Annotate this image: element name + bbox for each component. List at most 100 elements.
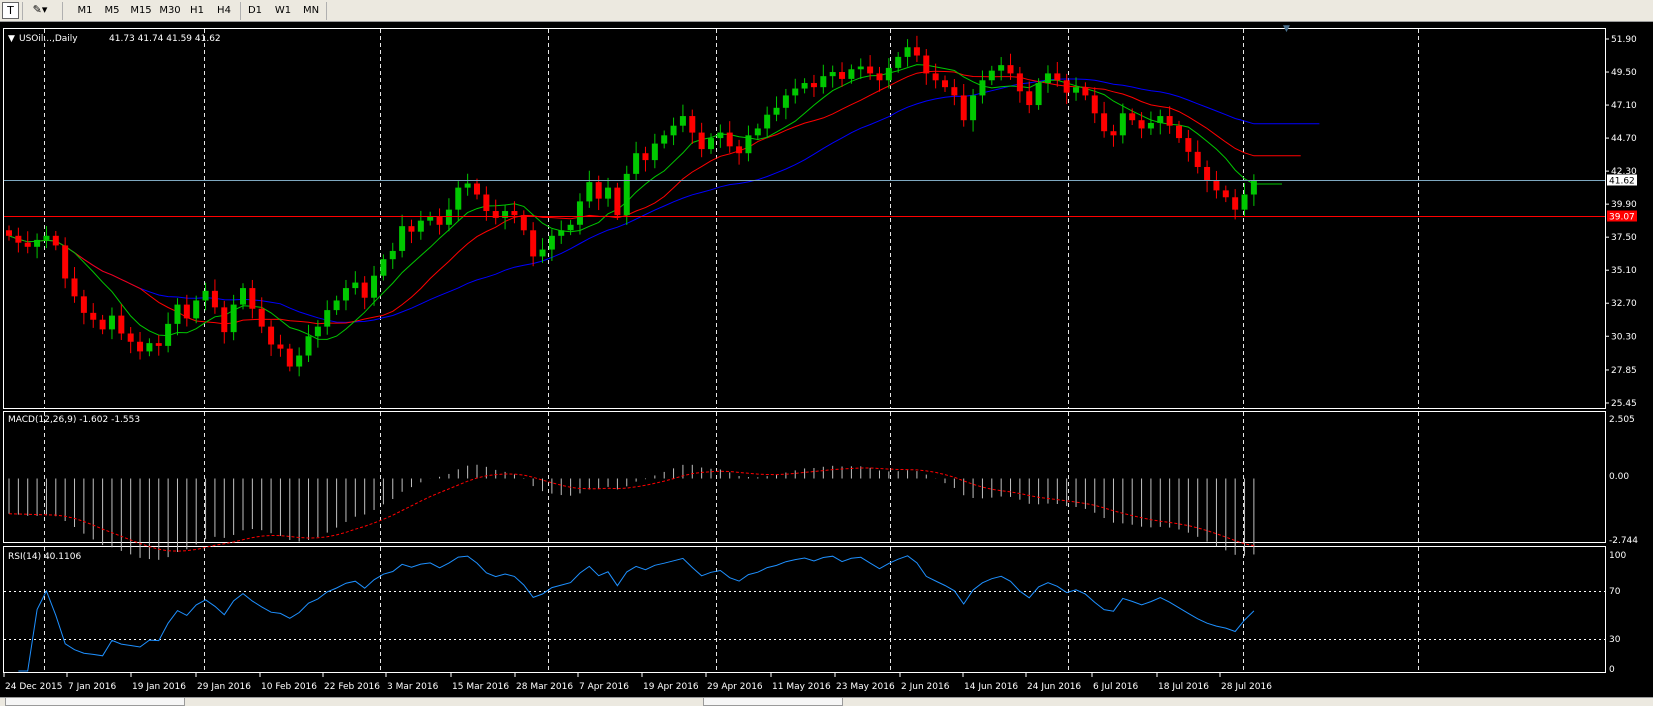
candle-body <box>642 153 649 161</box>
candle-body <box>1204 166 1211 181</box>
candle-body <box>127 333 134 342</box>
candle-body <box>230 304 237 333</box>
candle-body <box>352 282 359 289</box>
toolbar-separator <box>22 2 23 20</box>
candle-body <box>137 341 144 352</box>
price-tick-label: 51.90 <box>1611 35 1637 45</box>
vertical-grid <box>44 29 1419 672</box>
candle-body <box>1073 87 1080 93</box>
price-tick-label: 35.10 <box>1611 266 1637 276</box>
candle-body <box>62 245 69 279</box>
timeframe-d1-button[interactable]: D1 <box>247 5 263 16</box>
candle-body <box>773 107 780 115</box>
macd-pane[interactable]: MACD(12,26,9) -1.602 -1.553 2.505 0.00 -… <box>8 415 1638 560</box>
macd-axis-bottom: -2.744 <box>1609 536 1638 546</box>
candle-body <box>1176 125 1182 139</box>
date-tick-label: 11 May 2016 <box>772 682 831 692</box>
toolbar-separator <box>240 2 241 20</box>
timeframe-h1-button[interactable]: H1 <box>190 5 204 16</box>
date-tick-label: 24 Jun 2016 <box>1027 682 1081 692</box>
candle-body <box>567 224 574 231</box>
candle-body <box>492 211 499 218</box>
candle-body <box>99 319 106 330</box>
candle-body <box>736 146 743 154</box>
candle-body <box>1026 91 1033 106</box>
price-tick-label: 37.50 <box>1611 233 1637 243</box>
candle-body <box>455 187 462 210</box>
candle-body <box>689 116 696 133</box>
macd-axis-top: 2.505 <box>1609 415 1635 425</box>
candle-body <box>1241 194 1248 210</box>
candle-body <box>1222 190 1229 198</box>
price-tick-label: 39.90 <box>1611 200 1637 210</box>
candle-body <box>34 239 41 247</box>
candle-body <box>895 56 902 68</box>
candle-body <box>6 230 12 236</box>
price-tick-label: 27.85 <box>1611 366 1637 376</box>
timeframe-m15-button[interactable]: M15 <box>130 5 152 16</box>
price-tick-label: 49.50 <box>1611 68 1637 78</box>
timeframe-h4-button[interactable]: H4 <box>217 5 231 16</box>
candle-body <box>792 88 799 96</box>
candle-body <box>1101 113 1108 132</box>
timeframe-m5-button[interactable]: M5 <box>104 5 120 16</box>
price-tick-label: 44.70 <box>1611 134 1637 144</box>
candle-body <box>764 114 771 129</box>
objects-icon[interactable]: ✎▾ <box>32 3 48 16</box>
timeframe-mn-button[interactable]: MN <box>302 5 320 16</box>
candle-body <box>1138 120 1145 129</box>
candle-body <box>679 116 686 126</box>
candle-body <box>1016 73 1023 92</box>
candle-body <box>1007 65 1014 74</box>
candle-body <box>342 288 349 301</box>
price-pane[interactable]: 51.90 49.50 47.10 44.70 42.30 39.90 37.50 35.10… <box>4 24 1637 409</box>
candle-body <box>333 300 340 311</box>
ma-slow-line <box>8 78 1320 323</box>
timeframe-m1-button[interactable]: M1 <box>77 5 93 16</box>
candle-body <box>286 348 293 367</box>
timeframe-m30-button[interactable]: M30 <box>159 5 181 16</box>
candle-body <box>174 304 181 324</box>
scroll-marker-icon[interactable]: ▼ <box>1283 24 1290 34</box>
price-tick-label: 30.30 <box>1611 332 1637 342</box>
candle-body <box>52 235 59 246</box>
candle-body <box>1157 116 1164 123</box>
candles <box>6 35 1257 377</box>
candle-body <box>211 290 218 308</box>
candle-body <box>474 183 480 195</box>
date-tick-label: 28 Mar 2016 <box>516 682 573 692</box>
candle-body <box>913 47 920 56</box>
text-tool-icon[interactable]: T <box>2 2 19 19</box>
candle-body <box>361 282 368 298</box>
candle-body <box>464 183 471 188</box>
rsi-pane-frame <box>3 546 1606 673</box>
candle-body <box>1129 113 1136 121</box>
candle-body <box>146 343 153 352</box>
collapse-arrow-icon[interactable]: ▼ <box>8 34 15 44</box>
date-tick-label: 18 Jul 2016 <box>1158 682 1209 692</box>
rsi-axis-100: 100 <box>1609 551 1626 561</box>
candle-body <box>380 259 387 276</box>
candle-body <box>221 307 228 333</box>
candle-body <box>427 216 434 221</box>
date-tick-label: 6 Jul 2016 <box>1093 682 1138 692</box>
date-tick-label: 7 Apr 2016 <box>579 682 629 692</box>
candle-body <box>277 344 284 349</box>
timeframe-w1-button[interactable]: W1 <box>274 5 292 16</box>
candle-body <box>483 194 490 212</box>
candle-body <box>314 326 321 337</box>
candle-body <box>324 310 331 327</box>
date-tick-label: 10 Feb 2016 <box>261 682 317 692</box>
candle-body <box>1091 95 1098 114</box>
candle-body <box>417 220 424 232</box>
rsi-pane[interactable]: RSI(14) 40.1106 100 70 30 0 <box>4 551 1626 675</box>
date-tick-label: 14 Jun 2016 <box>964 682 1018 692</box>
candle-body <box>108 315 115 330</box>
candle-body <box>558 230 565 236</box>
chart-area[interactable]: 51.90 49.50 47.10 44.70 42.30 39.90 37.50 35.10… <box>0 22 1653 697</box>
candle-body <box>165 323 172 346</box>
price-tick-label: 25.45 <box>1611 399 1637 409</box>
ohlc-label: 41.73 41.74 41.59 41.62 <box>109 34 221 44</box>
ask-price-tag-label: 39.07 <box>1609 213 1635 223</box>
candle-body <box>904 47 911 57</box>
